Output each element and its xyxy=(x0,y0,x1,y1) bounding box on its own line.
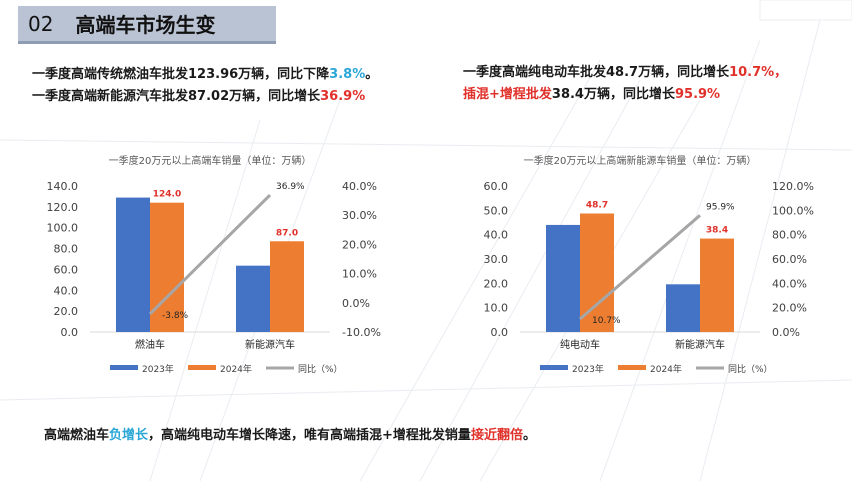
y2-tick-label: 40.0% xyxy=(342,180,377,193)
y-tick-label: 120.0 xyxy=(47,201,79,214)
x-category-label: 新能源汽车 xyxy=(675,338,725,351)
conclusion-near-double: 接近翻倍 xyxy=(470,428,523,443)
yoy-label: 36.9% xyxy=(276,182,305,192)
conclusion-negative-growth: 负增长 xyxy=(109,428,149,443)
y-tick-label: 20.0 xyxy=(54,305,79,318)
x-category-label: 燃油车 xyxy=(135,338,165,351)
y2-tick-label: 40.0% xyxy=(772,277,807,290)
y2-tick-label: 60.0% xyxy=(772,253,807,266)
y-tick-label: 0.0 xyxy=(61,326,79,339)
legend-label: 2023年 xyxy=(142,363,174,375)
section-number: 02 xyxy=(28,11,54,36)
legend-label: 2024年 xyxy=(220,363,252,375)
conclusion-part-1: 高端燃油车 xyxy=(44,428,110,443)
y2-tick-label: 0.0% xyxy=(772,326,800,339)
bar-2024 xyxy=(700,238,734,332)
yoy-line xyxy=(579,214,701,321)
left-desc-text-2: 。一季度高端新能源汽车批发87.02万辆，同比增长 xyxy=(32,67,379,104)
right-desc-phev-label: 插混+增程批发 xyxy=(463,87,552,102)
bar-data-label: 38.4 xyxy=(706,226,728,236)
right-desc-text-2: 38.4万辆，同比增长 xyxy=(551,87,675,102)
section-header: 02 高端车市场生变 xyxy=(18,6,276,44)
chart-title: 一季度20万元以上高端车销量（单位：万辆） xyxy=(109,154,312,167)
right-desc-phev-growth: 95.9% xyxy=(674,87,721,102)
y-tick-label: 60.0 xyxy=(54,263,79,276)
yoy-label: 10.7% xyxy=(592,316,621,326)
y2-tick-label: 10.0% xyxy=(342,268,377,281)
yoy-line xyxy=(148,193,272,315)
legend-swatch xyxy=(618,365,646,370)
yoy-label: -3.8% xyxy=(162,311,189,321)
y-tick-label: 140.0 xyxy=(47,180,79,193)
bar-data-label: 48.7 xyxy=(586,200,608,210)
y2-tick-label: 30.0% xyxy=(342,209,377,222)
right-desc-text-1: 一季度高端纯电动车批发48.7万辆，同比增长 xyxy=(463,65,730,80)
y2-tick-label: 100.0% xyxy=(772,204,814,217)
bar-2023 xyxy=(666,284,700,332)
y-tick-label: 0.0 xyxy=(491,326,509,339)
legend-swatch xyxy=(540,365,568,370)
bar-2024 xyxy=(270,241,304,332)
conclusion-part-3: 。 xyxy=(522,428,536,443)
x-category-label: 纯电动车 xyxy=(560,338,600,351)
y-tick-label: 40.0 xyxy=(484,229,509,242)
bar-data-label: 124.0 xyxy=(153,190,181,200)
legend-label: 2023年 xyxy=(572,363,604,375)
y2-tick-label: -10.0% xyxy=(342,326,381,339)
y-tick-label: 100.0 xyxy=(47,222,79,235)
section-title: 高端车市场生变 xyxy=(75,13,216,37)
chart-high-end-nev-sales: 一季度20万元以上高端新能源车销量（单位：万辆） 60.0 50.0 40.0 30.0… xyxy=(484,154,814,375)
chart-high-end-vehicle-sales: 一季度20万元以上高端车销量（单位：万辆） 140.0 120.0 100.0 80.0… xyxy=(47,154,381,375)
y-tick-label: 40.0 xyxy=(54,284,79,297)
conclusion-part-2: ，高端纯电动车增长降速，唯有高端插混+增程批发销量 xyxy=(148,428,471,443)
y2-tick-label: 0.0% xyxy=(342,297,370,310)
y-tick-label: 10.0 xyxy=(484,302,509,315)
bar-data-label: 87.0 xyxy=(276,228,298,238)
bar-2024 xyxy=(150,202,184,332)
y2-tick-label: 20.0% xyxy=(342,238,377,251)
y2-tick-label: 80.0% xyxy=(772,229,807,242)
bar-2023 xyxy=(546,224,580,332)
y-tick-label: 30.0 xyxy=(484,253,509,266)
legend-label: 同比（%） xyxy=(298,363,343,375)
y2-tick-label: 20.0% xyxy=(772,302,807,315)
legend-label: 同比（%） xyxy=(728,363,773,375)
left-desc-text-1: 一季度高端传统燃油车批发123.96万辆，同比下降 xyxy=(32,67,330,82)
y-tick-label: 80.0 xyxy=(54,243,79,256)
conclusion-text: 高端燃油车负增长，高端纯电动车增长降速，唯有高端插混+增程批发销量接近翻倍。 xyxy=(44,424,536,443)
chart-title: 一季度20万元以上高端新能源车销量（单位：万辆） xyxy=(524,154,757,167)
right-description: 一季度高端纯电动车批发48.7万辆，同比增长10.7%， 插混+增程批发38.4万… xyxy=(463,62,823,106)
y-tick-label: 60.0 xyxy=(484,180,509,193)
y2-tick-label: 120.0% xyxy=(772,180,814,193)
yoy-label: 95.9% xyxy=(706,202,735,212)
legend-label: 2024年 xyxy=(650,363,682,375)
legend-swatch xyxy=(188,365,216,370)
bar-2023 xyxy=(236,265,270,332)
bar-2023 xyxy=(116,197,150,332)
x-category-label: 新能源汽车 xyxy=(245,338,295,351)
legend-swatch xyxy=(110,365,138,370)
left-description: 一季度高端传统燃油车批发123.96万辆，同比下降3.8%。一季度高端新能源汽车… xyxy=(32,64,382,108)
left-desc-decline: 3.8% xyxy=(329,67,366,82)
y-tick-label: 20.0 xyxy=(484,277,509,290)
y-tick-label: 50.0 xyxy=(484,204,509,217)
left-desc-growth: 36.9% xyxy=(320,89,366,104)
right-desc-bev-growth: 10.7%， xyxy=(729,65,788,80)
